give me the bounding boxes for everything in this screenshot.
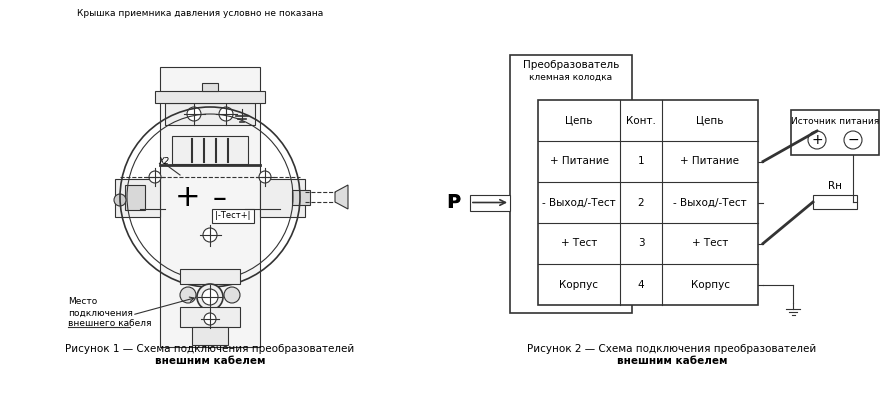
Text: −: − (848, 133, 858, 147)
Text: + Тест: + Тест (692, 239, 728, 249)
Text: Рисунок 1 — Схема подключения преобразователей: Рисунок 1 — Схема подключения преобразов… (65, 344, 355, 354)
Circle shape (844, 131, 862, 149)
Text: внешним кабелем: внешним кабелем (155, 356, 265, 366)
Circle shape (219, 107, 233, 121)
Text: Крышка приемника давления условно не показана: Крышка приемника давления условно не пок… (77, 9, 323, 18)
Bar (172, 136, 248, 164)
Text: внешним кабелем: внешним кабелем (616, 356, 728, 366)
Bar (155, 91, 265, 103)
Text: Место: Место (68, 297, 98, 306)
Bar (202, 83, 218, 91)
Text: 4: 4 (638, 279, 644, 289)
Bar (160, 67, 260, 347)
Text: 3: 3 (638, 239, 644, 249)
Text: подключения: подключения (68, 308, 133, 318)
Text: + Питание: + Питание (680, 156, 739, 166)
Text: 2: 2 (638, 197, 644, 208)
Text: Цепь: Цепь (696, 116, 724, 125)
Bar (125, 185, 145, 210)
Circle shape (808, 131, 826, 149)
Text: - Выход/-Тест: - Выход/-Тест (673, 197, 746, 208)
Text: +: + (811, 133, 823, 147)
Text: P: P (447, 193, 460, 212)
Bar (180, 307, 240, 327)
Polygon shape (335, 185, 348, 209)
Text: +: + (176, 183, 201, 212)
Text: Преобразователь: Преобразователь (522, 60, 619, 70)
Circle shape (114, 194, 126, 206)
Bar (165, 103, 255, 125)
Bar (192, 327, 228, 345)
Circle shape (149, 171, 161, 183)
Text: Rн: Rн (828, 181, 842, 191)
Text: внешнего кабеля: внешнего кабеля (68, 320, 151, 328)
Bar (791, 110, 879, 154)
Text: Источник питания: Источник питания (791, 118, 879, 127)
Text: + Тест: + Тест (561, 239, 597, 249)
Text: Конт.: Конт. (626, 116, 656, 125)
Circle shape (259, 171, 271, 183)
Circle shape (187, 107, 201, 121)
Text: Корпус: Корпус (691, 279, 729, 289)
Bar (212, 209, 254, 223)
Text: - Выход/-Тест: - Выход/-Тест (542, 197, 616, 208)
Text: –: – (213, 185, 227, 213)
Circle shape (203, 228, 217, 242)
Bar (292, 190, 310, 205)
Text: + Питание: + Питание (549, 156, 608, 166)
Bar (470, 195, 510, 210)
Polygon shape (205, 93, 215, 103)
Text: |-Тест+|: |-Тест+| (215, 212, 251, 220)
Bar (538, 100, 758, 305)
Text: Корпус: Корпус (559, 279, 599, 289)
Circle shape (197, 284, 223, 310)
Bar (180, 269, 240, 284)
Circle shape (180, 287, 196, 303)
Bar (115, 179, 160, 217)
Bar (510, 55, 632, 313)
Circle shape (202, 289, 218, 305)
Text: 1: 1 (638, 156, 644, 166)
Text: клемная колодка: клемная колодка (530, 73, 613, 81)
Bar (813, 195, 857, 209)
Text: Цепь: Цепь (565, 116, 593, 125)
Text: Рисунок 2 — Схема подключения преобразователей: Рисунок 2 — Схема подключения преобразов… (528, 344, 816, 354)
Circle shape (204, 313, 216, 325)
Bar (260, 179, 305, 217)
Circle shape (224, 287, 240, 303)
Text: P: P (446, 193, 460, 212)
Text: Х2: Х2 (158, 156, 169, 166)
